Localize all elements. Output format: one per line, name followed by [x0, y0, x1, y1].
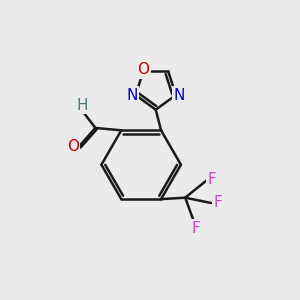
- Text: N: N: [174, 88, 185, 103]
- Text: H: H: [77, 98, 88, 113]
- Text: F: F: [208, 172, 217, 187]
- Text: F: F: [191, 221, 200, 236]
- Text: O: O: [67, 139, 79, 154]
- Text: F: F: [213, 195, 222, 210]
- Text: O: O: [137, 62, 149, 77]
- Text: N: N: [126, 88, 138, 103]
